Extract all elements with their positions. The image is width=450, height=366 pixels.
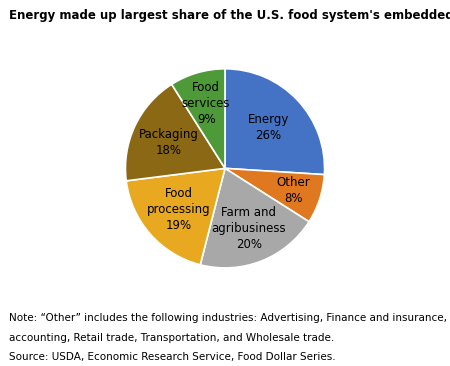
Text: Food
services
9%: Food services 9%: [182, 81, 230, 126]
Text: Note: “Other” includes the following industries: Advertising, Finance and insura: Note: “Other” includes the following ind…: [9, 313, 450, 323]
Wedge shape: [126, 84, 225, 181]
Text: accounting, Retail trade, Transportation, and Wholesale trade.: accounting, Retail trade, Transportation…: [9, 333, 334, 343]
Wedge shape: [225, 168, 324, 222]
Wedge shape: [171, 69, 225, 168]
Text: Other
8%: Other 8%: [276, 176, 310, 205]
Wedge shape: [126, 168, 225, 265]
Text: Source: USDA, Economic Research Service, Food Dollar Series.: Source: USDA, Economic Research Service,…: [9, 352, 336, 362]
Text: Energy
26%: Energy 26%: [248, 113, 289, 142]
Text: Packaging
18%: Packaging 18%: [139, 128, 199, 157]
Text: Farm and
agribusiness
20%: Farm and agribusiness 20%: [212, 206, 286, 251]
Wedge shape: [200, 168, 309, 268]
Wedge shape: [225, 69, 324, 175]
Text: Energy made up largest share of the U.S. food system's embedded imports in 2013: Energy made up largest share of the U.S.…: [9, 9, 450, 22]
Text: Food
processing
19%: Food processing 19%: [147, 187, 211, 232]
